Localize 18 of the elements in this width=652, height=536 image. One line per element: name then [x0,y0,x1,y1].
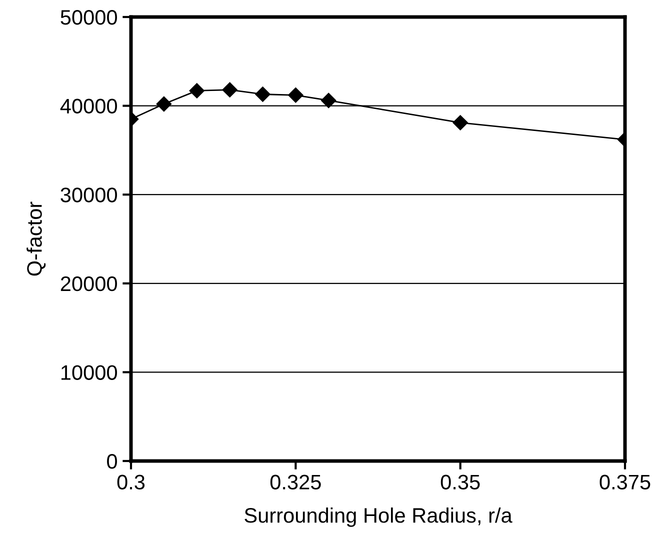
point [222,82,238,98]
x-tick-label: 0.3 [117,474,145,490]
x-tick-label: 0.375 [600,474,650,490]
y-tick-label: 50000 [60,10,117,25]
y-tick-label: 40000 [60,98,117,114]
y-axis-title: Q-factor [26,202,46,276]
point [321,92,336,108]
y-tick-label: 30000 [60,188,117,202]
point [288,88,304,103]
y-tick-label: 10000 [61,365,117,380]
y-tick-label: 20000 [60,276,117,292]
point [189,83,204,98]
point [255,86,270,102]
x-tick-label: 0.325 [270,474,321,490]
x-axis-title: Surrounding Hole Radius, r/a [244,508,512,527]
point [156,96,172,112]
y-tick-label: 0 [107,454,117,469]
x-tick-label: 0.35 [440,474,480,490]
